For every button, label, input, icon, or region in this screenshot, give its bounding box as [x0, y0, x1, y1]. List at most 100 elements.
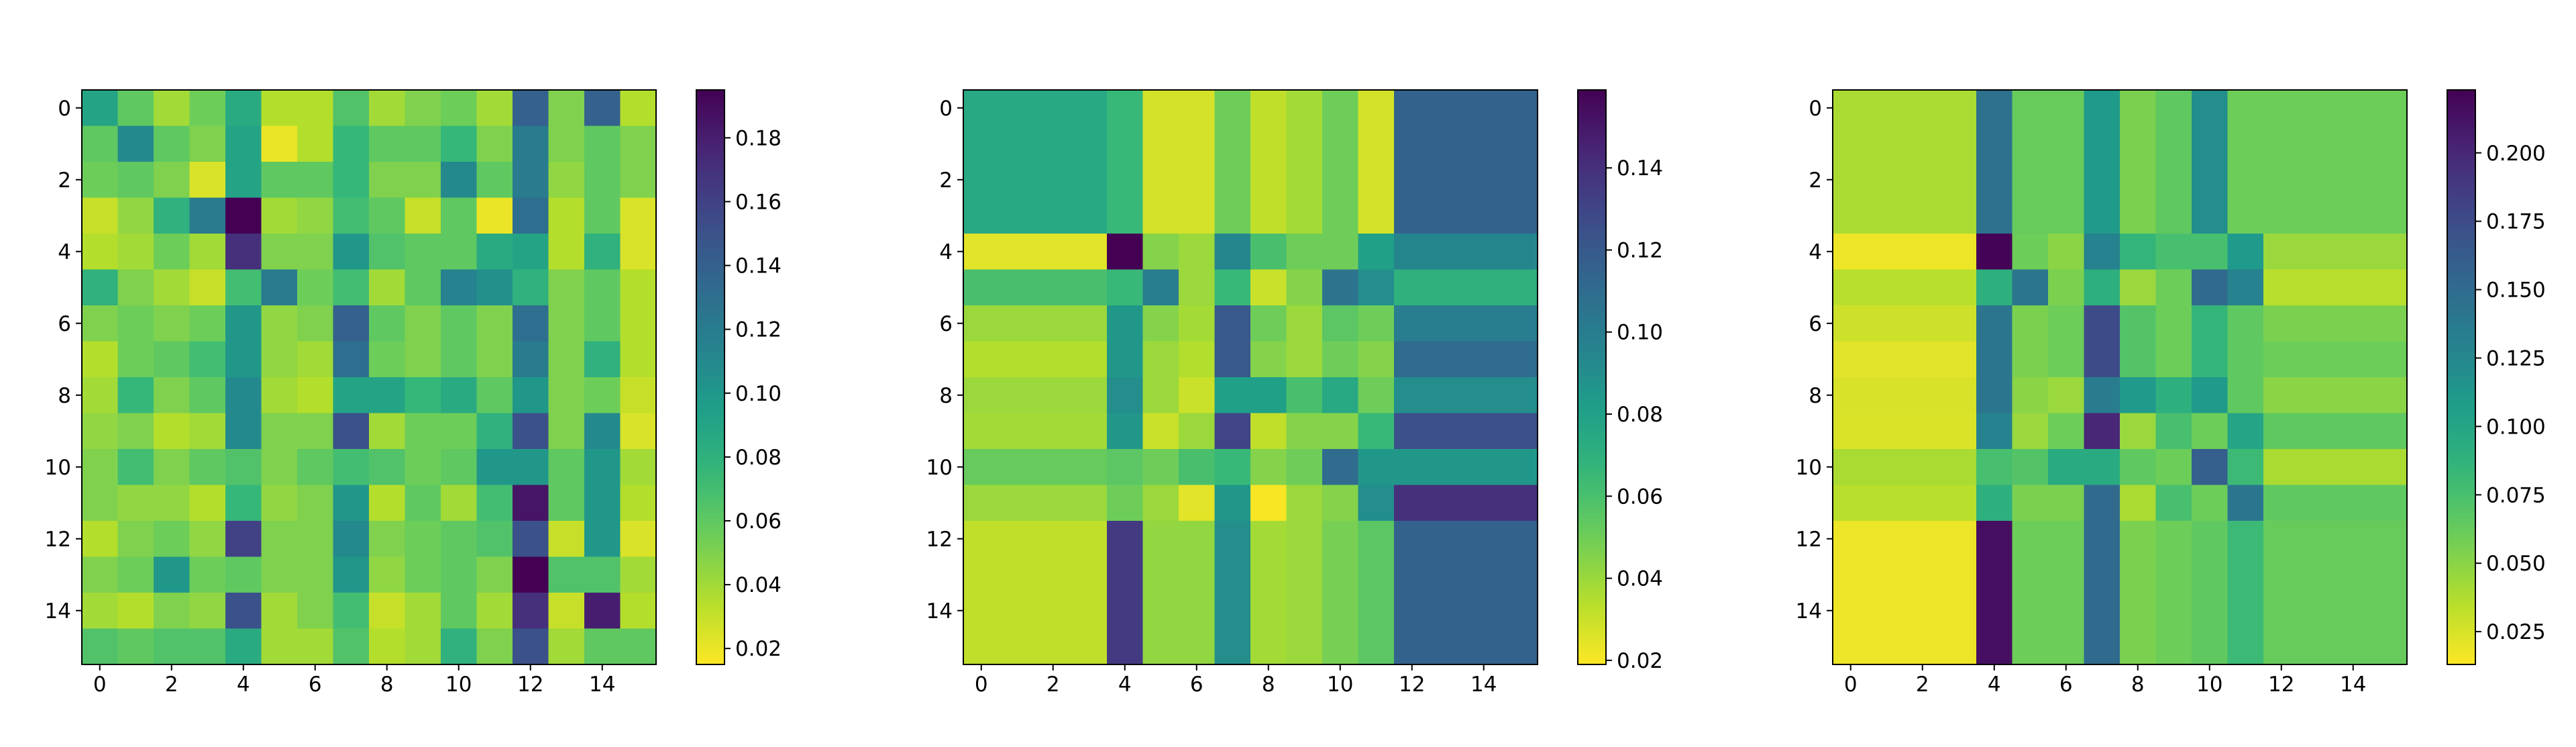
heatmap-cell: [1501, 126, 1538, 162]
heatmap-cell: [513, 485, 549, 521]
heatmap-cell: [369, 197, 406, 234]
heatmap-cell: [584, 628, 621, 665]
heatmap-cell: [999, 485, 1036, 521]
plot-frame: [963, 89, 1538, 665]
heatmap-cell: [1358, 485, 1395, 521]
heatmap-cell: [1358, 126, 1395, 162]
heatmap-cell: [548, 162, 585, 199]
heatmap-cell: [154, 485, 191, 521]
heatmap-cell: [999, 90, 1036, 127]
heatmap-cell: [2012, 90, 2049, 127]
heatmap-cell: [620, 126, 657, 162]
heatmap-cell: [2155, 305, 2192, 342]
heatmap-cell: [1214, 556, 1251, 593]
heatmap-cell: [2012, 449, 2049, 486]
heatmap-cell: [963, 556, 1000, 593]
heatmap-cell: [1322, 449, 1359, 486]
heatmap-cell: [1904, 126, 1941, 162]
heatmap-cell: [1107, 90, 1144, 127]
heatmap-cell: [2048, 413, 2085, 450]
heatmap-cell: [2084, 90, 2121, 127]
heatmap-cell: [1430, 162, 1466, 199]
heatmap-cell: [117, 593, 154, 630]
heatmap-cell: [1214, 162, 1251, 199]
heatmap-cell: [1322, 90, 1359, 127]
heatmap-cell: [1107, 485, 1144, 521]
heatmap-cell: [1071, 197, 1108, 234]
colorbar-tick-label: 0.175: [2486, 210, 2546, 234]
heatmap-cell: [1394, 628, 1431, 665]
heatmap-cell: [2012, 126, 2049, 162]
heatmap-cell: [189, 197, 226, 234]
heatmap-cell: [963, 413, 1000, 450]
heatmap-cell: [1358, 197, 1395, 234]
heatmap-cell: [2012, 234, 2049, 270]
heatmap-cell: [1833, 377, 1870, 414]
heatmap-cell: [2084, 521, 2121, 558]
heatmap-cell: [2263, 521, 2300, 558]
heatmap-cell: [261, 269, 298, 306]
heatmap-cell: [1142, 162, 1179, 199]
heatmap-cell: [2192, 162, 2229, 199]
heatmap-cell: [1833, 485, 1870, 521]
heatmap-cell: [369, 90, 406, 127]
heatmap-cell: [225, 126, 262, 162]
heatmap-cell: [2155, 234, 2192, 270]
heatmap-cell: [1035, 521, 1072, 558]
heatmap-cell: [1179, 449, 1216, 486]
heatmap-cell: [1868, 269, 1905, 306]
heatmap-cell: [1250, 628, 1287, 665]
heatmap-cell: [117, 413, 154, 450]
heatmap-cell: [584, 305, 621, 342]
heatmap-cell: [189, 413, 226, 450]
heatmap-cell: [1501, 593, 1538, 630]
heatmap-cell: [513, 521, 549, 558]
heatmap-cell: [584, 197, 621, 234]
heatmap-cell: [1833, 305, 1870, 342]
heatmap-cell: [1358, 90, 1395, 127]
heatmap-cell: [117, 485, 154, 521]
heatmap-cell: [1976, 305, 2013, 342]
heatmap-cell: [225, 269, 262, 306]
heatmap-panel-0: 0 2 4 6 8 10 12 14 0 2 4 6 8 10 12 14 0.02 0.04 0.06 0.08 0.…: [45, 89, 782, 697]
heatmap-cell: [963, 162, 1000, 199]
heatmap-cell: [261, 197, 298, 234]
y-tick-label: 12: [926, 528, 953, 552]
heatmap-cell: [1322, 234, 1359, 270]
heatmap-cell: [2299, 377, 2336, 414]
heatmap-cell: [82, 162, 119, 199]
heatmap-cell: [1868, 485, 1905, 521]
heatmap-cell: [1035, 126, 1072, 162]
heatmap-cell: [405, 449, 441, 486]
heatmap-panel-2: 0 2 4 6 8 10 12 14 0 2 4 6 8 10 12 14 0.025 0.050 0.075 0.1…: [1796, 89, 2546, 697]
heatmap-cell: [2371, 341, 2408, 378]
heatmap-cell: [1250, 197, 1287, 234]
heatmap-cell: [1940, 449, 1977, 486]
heatmap-cell: [1501, 449, 1538, 486]
heatmap-cell: [1250, 305, 1287, 342]
heatmap-cell: [82, 485, 119, 521]
heatmap-cell: [1976, 556, 2013, 593]
x-tick-label: 0: [1844, 673, 1858, 697]
heatmap-cell: [1250, 413, 1287, 450]
heatmap-cell: [2192, 197, 2229, 234]
heatmap-cell: [1035, 305, 1072, 342]
heatmap-cell: [476, 126, 513, 162]
heatmap-cell: [261, 90, 298, 127]
heatmap-cell: [225, 377, 262, 414]
heatmap-cell: [2084, 305, 2121, 342]
colorbar-tick-label: 0.02: [735, 637, 782, 661]
heatmap-cell: [117, 305, 154, 342]
x-tick-label: 6: [309, 673, 322, 697]
heatmap-cell: [2120, 593, 2157, 630]
heatmap-cell: [1833, 628, 1870, 665]
heatmap-cell: [1394, 126, 1431, 162]
heatmap-cell: [2192, 593, 2229, 630]
heatmap-cell: [1833, 234, 1870, 270]
heatmap-cell: [2048, 305, 2085, 342]
heatmap-cell: [1322, 413, 1359, 450]
heatmap-cell: [999, 305, 1036, 342]
heatmap-cell: [2299, 269, 2336, 306]
heatmap-cell: [1322, 197, 1359, 234]
y-tick-label: 12: [45, 528, 71, 552]
